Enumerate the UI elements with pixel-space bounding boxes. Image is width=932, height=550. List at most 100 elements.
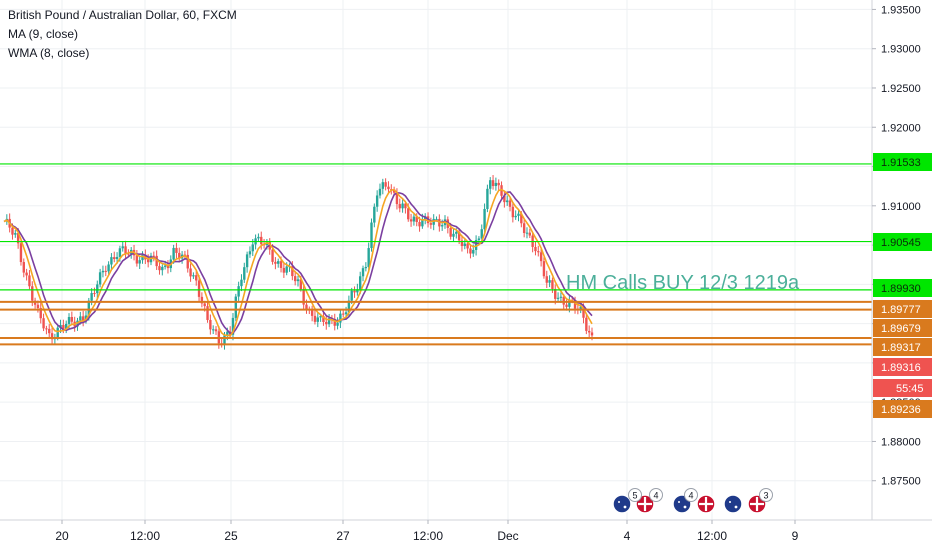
candle-body [223, 335, 226, 345]
price-tag [873, 233, 932, 251]
candle-body [398, 204, 401, 209]
candle-body [274, 261, 277, 264]
candle-body [226, 331, 229, 336]
y-tick-label: 1.92500 [881, 83, 921, 95]
au-flag-star [729, 501, 731, 503]
price-tag [873, 400, 932, 418]
candle-body [302, 289, 305, 305]
candle-body [477, 238, 481, 240]
candle-body [395, 192, 399, 205]
candle-body [64, 323, 68, 329]
annotation-text: HM Calls BUY 12/3 1219a [566, 272, 800, 294]
price-tag-label: 1.90545 [881, 237, 921, 249]
candle-body [551, 280, 554, 289]
candle-body [25, 272, 28, 276]
candle-body [364, 266, 368, 269]
candle-body [79, 316, 82, 321]
candle-body [124, 246, 127, 254]
candle-body [166, 265, 170, 269]
candle-body [508, 200, 512, 207]
candle-body [248, 251, 252, 255]
event-count-label: 3 [763, 491, 768, 501]
au-flag-star [678, 501, 680, 503]
candle-body [172, 247, 175, 260]
candle-body [585, 317, 588, 331]
candle-body [93, 293, 96, 295]
countdown-label: 55:45 [896, 383, 924, 395]
candle-body [528, 232, 532, 236]
candle-body [404, 203, 407, 209]
candle-body [282, 267, 286, 273]
candle-body [503, 195, 506, 203]
candle-body [401, 203, 404, 209]
candle-body [251, 244, 254, 252]
au-flag-star [734, 505, 738, 509]
candle-body [463, 243, 466, 247]
event-count-badge [649, 488, 663, 502]
candle-body [107, 264, 110, 272]
candle-body [98, 272, 102, 285]
current-price-label: 1.89316 [881, 362, 921, 374]
candle-body [373, 206, 376, 223]
candle-body [175, 247, 178, 253]
candle-body [231, 317, 235, 335]
candle-body [291, 266, 294, 277]
candle-body [118, 248, 122, 257]
candle-body [590, 332, 594, 336]
candle-body [342, 313, 345, 315]
x-tick-label: 25 [224, 529, 238, 543]
candle-body [336, 322, 339, 326]
candle-body [28, 275, 31, 287]
candle-body [59, 324, 62, 328]
candle-body [310, 309, 314, 316]
candle-body [452, 233, 455, 237]
candle-body [407, 208, 410, 220]
candle-body [296, 279, 300, 282]
wma-legend[interactable]: WMA (8, close) [8, 46, 90, 60]
candle-body [19, 243, 23, 263]
candle-body [367, 248, 370, 267]
candle-body [568, 299, 571, 307]
ma-legend[interactable]: MA (9, close) [8, 27, 79, 41]
y-tick-label: 1.88000 [881, 436, 921, 448]
candle-body [192, 275, 195, 277]
candle-body [161, 266, 164, 271]
price-tag [873, 279, 932, 297]
candle-body [520, 213, 523, 224]
candle-body [279, 261, 283, 268]
candle-body [545, 276, 548, 283]
candle-body [494, 182, 498, 187]
candle-body [305, 304, 308, 310]
au-flag-icon[interactable] [612, 494, 632, 514]
price-tag [873, 319, 932, 337]
candle-body [158, 266, 161, 271]
candle-body [67, 317, 71, 324]
current-price-tag [873, 358, 932, 376]
candle-body [214, 329, 218, 332]
candle-body [353, 290, 356, 293]
candle-body [333, 318, 336, 326]
candle-body [525, 232, 529, 234]
candle-body [322, 316, 325, 322]
candle-body [48, 328, 51, 334]
candle-body [587, 330, 591, 333]
candle-body [146, 259, 150, 263]
candle-body [110, 257, 113, 265]
event-count-label: 5 [632, 491, 637, 501]
candle-body [358, 276, 362, 290]
candle-body [11, 227, 14, 235]
candle-body [474, 239, 478, 250]
x-tick-label: 20 [55, 529, 69, 543]
event-count-badge [684, 488, 698, 502]
candle-body [565, 304, 568, 307]
candle-body [325, 321, 328, 325]
candle-body [62, 324, 65, 329]
au-flag-icon[interactable] [723, 494, 743, 514]
candle-body [375, 195, 379, 207]
candle-body [277, 261, 280, 264]
candle-body [429, 223, 433, 225]
candle-body [186, 254, 189, 269]
candle-body [435, 218, 438, 220]
y-tick-label: 1.87500 [881, 476, 921, 488]
